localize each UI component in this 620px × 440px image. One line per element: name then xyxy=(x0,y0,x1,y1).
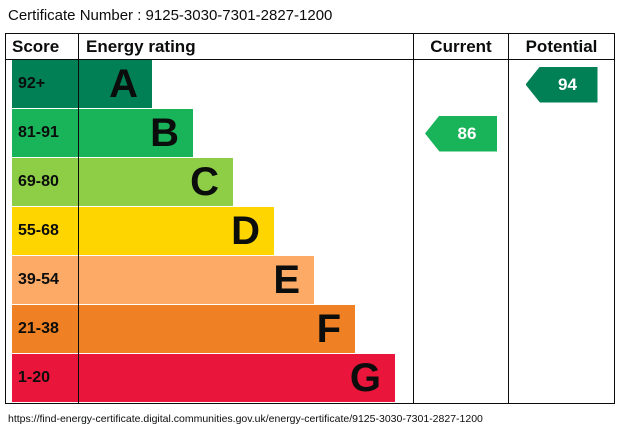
band-letter: A xyxy=(109,62,138,106)
band-row-a: 92+ A 94 xyxy=(6,60,614,109)
band-letter: F xyxy=(316,307,341,351)
band-bar: D xyxy=(79,207,274,255)
chart-header: Score Energy rating Current Potential xyxy=(6,34,614,60)
band-letter: D xyxy=(231,209,260,253)
band-score-cell: 69-80 xyxy=(12,158,78,206)
band-score-cell: 92+ xyxy=(12,60,78,108)
cell-potential xyxy=(508,354,614,403)
band-score-cell: 55-68 xyxy=(12,207,78,255)
cell-current xyxy=(413,158,508,207)
cell-current xyxy=(413,207,508,256)
band-score-range: 81-91 xyxy=(18,124,59,141)
cell-current xyxy=(413,256,508,305)
band-score-range: 1-20 xyxy=(18,369,51,386)
cell-potential xyxy=(508,256,614,305)
certificate-url: https://find-energy-certificate.digital.… xyxy=(8,413,483,425)
band-bar: G xyxy=(79,354,395,402)
cell-current xyxy=(413,354,508,403)
header-potential: Potential xyxy=(508,34,614,59)
header-current: Current xyxy=(413,34,508,59)
band-row-b: 81-91 B 86 xyxy=(6,109,614,158)
band-score-range: 39-54 xyxy=(18,271,59,288)
header-score: Score xyxy=(12,36,60,56)
band-bar: B xyxy=(79,109,193,157)
band-row-g: 1-20 G xyxy=(6,354,614,403)
cell-potential xyxy=(508,305,614,354)
cell-current xyxy=(413,305,508,354)
band-score-cell: 81-91 xyxy=(12,109,78,157)
band-score-range: 69-80 xyxy=(18,173,59,190)
band-row-f: 21-38 F xyxy=(6,305,614,354)
band-bar: F xyxy=(79,305,355,353)
band-score-range: 92+ xyxy=(18,75,46,92)
cell-potential xyxy=(508,158,614,207)
cell-potential xyxy=(508,109,614,158)
band-letter: G xyxy=(349,356,381,400)
cell-potential xyxy=(508,207,614,256)
band-score-cell: 39-54 xyxy=(12,256,78,304)
header-energy-rating: Energy rating xyxy=(78,34,413,59)
cell-current xyxy=(413,60,508,109)
current-rating-value: 86 xyxy=(457,123,477,143)
certificate-number: Certificate Number : 9125-3030-7301-2827… xyxy=(8,7,332,24)
band-score-range: 21-38 xyxy=(18,320,59,337)
cell-current: 86 xyxy=(413,109,508,158)
potential-rating-value: 94 xyxy=(558,74,577,94)
band-letter: C xyxy=(190,160,219,204)
band-row-d: 55-68 D xyxy=(6,207,614,256)
current-rating-arrow: 86 xyxy=(425,115,497,152)
certificate-number-label: Certificate Number : xyxy=(8,7,142,24)
energy-rating-chart: Score Energy rating Current Potential 92… xyxy=(5,33,615,404)
band-score-range: 55-68 xyxy=(18,222,59,239)
band-bar: C xyxy=(79,158,233,206)
certificate-number-value: 9125-3030-7301-2827-1200 xyxy=(145,7,333,24)
band-row-c: 69-80 C xyxy=(6,158,614,207)
band-letter: B xyxy=(150,111,179,155)
band-score-cell: 1-20 xyxy=(12,354,78,402)
band-score-cell: 21-38 xyxy=(12,305,78,353)
band-letter: E xyxy=(273,258,300,302)
band-bar: E xyxy=(79,256,314,304)
cell-potential: 94 xyxy=(508,60,614,109)
band-bar: A xyxy=(79,60,152,108)
band-row-e: 39-54 E xyxy=(6,256,614,305)
potential-rating-arrow: 94 xyxy=(525,66,598,103)
